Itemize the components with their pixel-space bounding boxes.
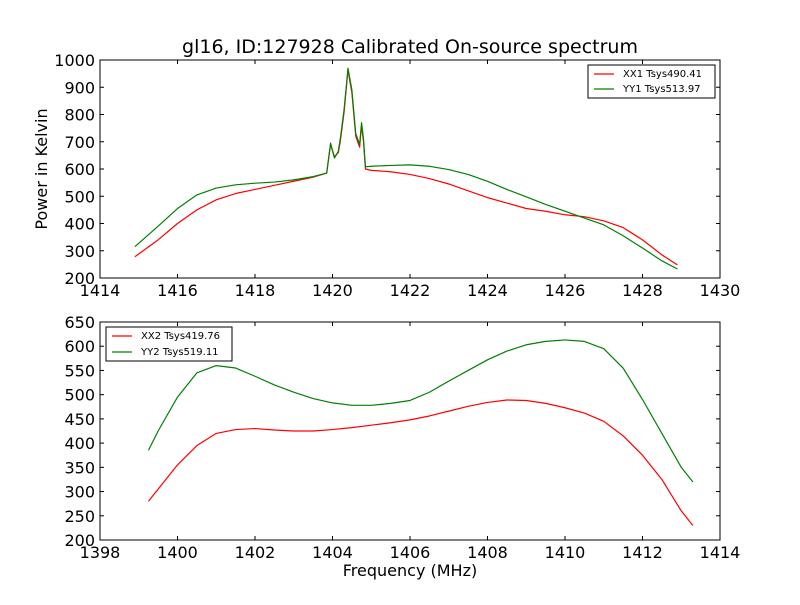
bottom-plot-frame — [99, 321, 721, 541]
top-x-tick-label: 1414 — [80, 281, 121, 300]
top-y-tick-label: 1000 — [54, 51, 95, 70]
top-y-tick-label: 600 — [64, 160, 95, 179]
top-series-line-0 — [134, 68, 678, 266]
top-x-tick-label: 1430 — [700, 281, 741, 300]
bottom-y-tick-label: 500 — [64, 386, 95, 405]
top-legend-label-xx1: XX1 Tsys490.41 — [623, 69, 702, 80]
top-x-tick-label: 1424 — [467, 281, 508, 300]
bottom-y-tick-label: 650 — [64, 313, 95, 332]
top-x-tick-label: 1418 — [235, 281, 276, 300]
bottom-x-tick-label: 1412 — [622, 543, 663, 562]
bottom-y-tick-label: 350 — [64, 458, 95, 477]
top-x-tick-label: 1428 — [622, 281, 663, 300]
bottom-x-tick-label: 1408 — [467, 543, 508, 562]
top-legend-box — [587, 64, 716, 99]
bottom-y-tick-label: 400 — [64, 434, 95, 453]
bottom-x-tick-label: 1406 — [390, 543, 431, 562]
bottom-x-tick-label: 1404 — [312, 543, 353, 562]
bottom-panel: Frequency (MHz) 1398 1400 1402 1404 1406 1408… — [64, 313, 740, 580]
top-y-tick-label: 700 — [64, 133, 95, 152]
top-axis-ticks: 1414 1416 1418 1420 1422 1424 1426 1428 1430 200 3… — [54, 51, 740, 300]
top-y-tick-label: 200 — [64, 269, 95, 288]
bottom-x-tick-label: 1414 — [700, 543, 741, 562]
top-legend-label-yy1: YY1 Tsys513.97 — [622, 84, 701, 95]
top-legend: XX1 Tsys490.41 YY1 Tsys513.97 — [587, 64, 716, 99]
bottom-x-tick-label: 1402 — [235, 543, 276, 562]
bottom-y-tick-label: 450 — [64, 410, 95, 429]
bottom-x-tick-label: 1410 — [545, 543, 586, 562]
bottom-legend-label-yy2: YY2 Tsys519.11 — [140, 347, 219, 358]
top-y-tick-label: 800 — [64, 106, 95, 125]
bottom-legend-label-xx2: XX2 Tsys419.76 — [141, 331, 220, 342]
bottom-axis-ticks: 1398 1400 1402 1404 1406 1408 1410 1412 1414 200 2… — [64, 313, 740, 562]
bottom-y-tick-label: 600 — [64, 337, 95, 356]
top-y-axis-label: Power in Kelvin — [32, 108, 51, 229]
top-plot-frame — [99, 59, 721, 279]
bottom-x-tick-label: 1398 — [80, 543, 121, 562]
bottom-y-tick-label: 200 — [64, 531, 95, 550]
bottom-x-tick-label: 1400 — [157, 543, 198, 562]
top-x-tick-label: 1420 — [312, 281, 353, 300]
top-y-tick-label: 500 — [64, 187, 95, 206]
top-chart-title: gl16, ID:127928 Calibrated On-source spe… — [182, 36, 638, 58]
bottom-x-axis-label: Frequency (MHz) — [343, 561, 477, 580]
top-panel: gl16, ID:127928 Calibrated On-source spe… — [32, 36, 740, 300]
top-series-line-1 — [134, 67, 678, 270]
bottom-legend: XX2 Tsys419.76 YY2 Tsys519.11 — [105, 326, 233, 362]
bottom-y-tick-label: 300 — [64, 483, 95, 502]
bottom-legend-box — [105, 326, 233, 362]
bottom-series-line-0 — [147, 399, 694, 526]
bottom-series-line-1 — [147, 339, 694, 483]
top-y-tick-label: 300 — [64, 242, 95, 261]
top-x-tick-label: 1422 — [390, 281, 431, 300]
top-x-tick-label: 1416 — [157, 281, 198, 300]
top-y-tick-label: 400 — [64, 215, 95, 234]
bottom-y-tick-label: 550 — [64, 361, 95, 380]
bottom-series-lines — [147, 339, 694, 526]
bottom-y-tick-label: 250 — [64, 507, 95, 526]
top-x-tick-label: 1426 — [545, 281, 586, 300]
top-y-tick-label: 900 — [64, 78, 95, 97]
top-series-lines — [134, 67, 678, 270]
